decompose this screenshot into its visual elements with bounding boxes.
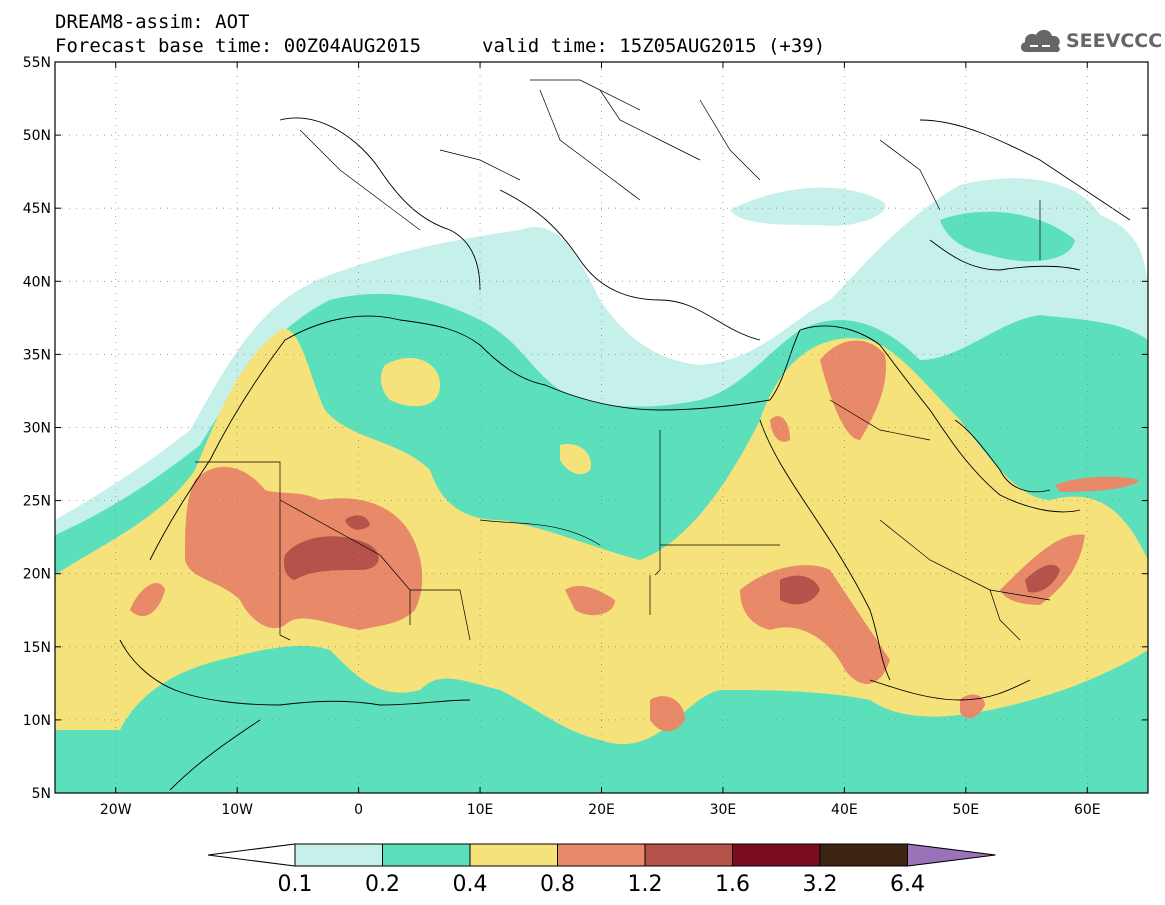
colorbar-label: 1.2 xyxy=(628,872,663,897)
lat-tick-label: 35N xyxy=(23,347,51,363)
lat-tick-label: 30N xyxy=(23,421,51,437)
colorbar-label: 6.4 xyxy=(890,872,925,897)
graticule xyxy=(55,62,1148,793)
seevccc-logo: SEEVCCC xyxy=(1018,24,1162,58)
cloud-icon xyxy=(1020,29,1060,53)
lat-tick-label: 50N xyxy=(23,128,51,144)
axis-ticks xyxy=(55,61,1148,794)
lon-tick-label: 30E xyxy=(710,802,737,818)
lat-tick-label: 20N xyxy=(23,567,51,583)
colorbar-segment xyxy=(469,843,558,867)
valid-time: valid time: 15Z05AUG2015 (+39) xyxy=(482,35,826,57)
colorbar-segment xyxy=(382,843,471,867)
latitude-labels: 55N 50N 45N 40N 35N 30N 25N 20N 15N 10N 5N xyxy=(23,55,51,802)
colorbar-over-triangle xyxy=(907,843,996,867)
colorbar-segment xyxy=(732,843,821,867)
lon-tick-label: 60E xyxy=(1074,802,1101,818)
lat-tick-label: 45N xyxy=(23,201,51,217)
lat-tick-label: 15N xyxy=(23,640,51,656)
lat-tick-label: 5N xyxy=(32,786,51,802)
logo-text: SEEVCCC xyxy=(1066,30,1163,52)
lon-tick-label: 40E xyxy=(831,802,858,818)
lat-tick-label: 40N xyxy=(23,274,51,290)
lat-tick-label: 55N xyxy=(23,55,51,71)
map-title: DREAM8-assim: AOT xyxy=(55,11,250,33)
map-body xyxy=(55,62,1148,793)
colorbar-segment xyxy=(644,843,733,867)
colorbar-label: 0.4 xyxy=(453,872,488,897)
lat-tick-label: 25N xyxy=(23,494,51,510)
lon-tick-label: 50E xyxy=(952,802,979,818)
colorbar-label: 0.2 xyxy=(365,872,400,897)
forecast-base-time: Forecast base time: 00Z04AUG2015 xyxy=(55,35,422,57)
lon-tick-label: 10W xyxy=(221,802,253,818)
lon-tick-label: 20E xyxy=(588,802,615,818)
lon-tick-label: 20W xyxy=(100,802,132,818)
lon-tick-label: 10E xyxy=(467,802,494,818)
aot-level-1.2 xyxy=(283,515,1060,605)
colorbar-segment xyxy=(819,843,908,867)
lon-tick-label: 0 xyxy=(354,802,363,818)
longitude-labels: 20W 10W 0 10E 20E 30E 40E 50E 60E xyxy=(100,802,1101,818)
colorbar-label: 1.6 xyxy=(715,872,750,897)
colorbar-labels: 0.1 0.2 0.4 0.8 1.2 1.6 3.2 6.4 xyxy=(278,872,926,897)
lat-tick-label: 10N xyxy=(23,713,51,729)
coastlines xyxy=(119,117,1131,791)
colorbar-label: 0.8 xyxy=(540,872,575,897)
borders xyxy=(195,79,1051,641)
colorbar-segment xyxy=(557,843,646,867)
colorbar-label: 0.1 xyxy=(278,872,313,897)
colorbar-segment xyxy=(294,843,383,867)
colorbar xyxy=(207,843,996,867)
colorbar-under-triangle xyxy=(207,843,296,867)
colorbar-label: 3.2 xyxy=(803,872,838,897)
